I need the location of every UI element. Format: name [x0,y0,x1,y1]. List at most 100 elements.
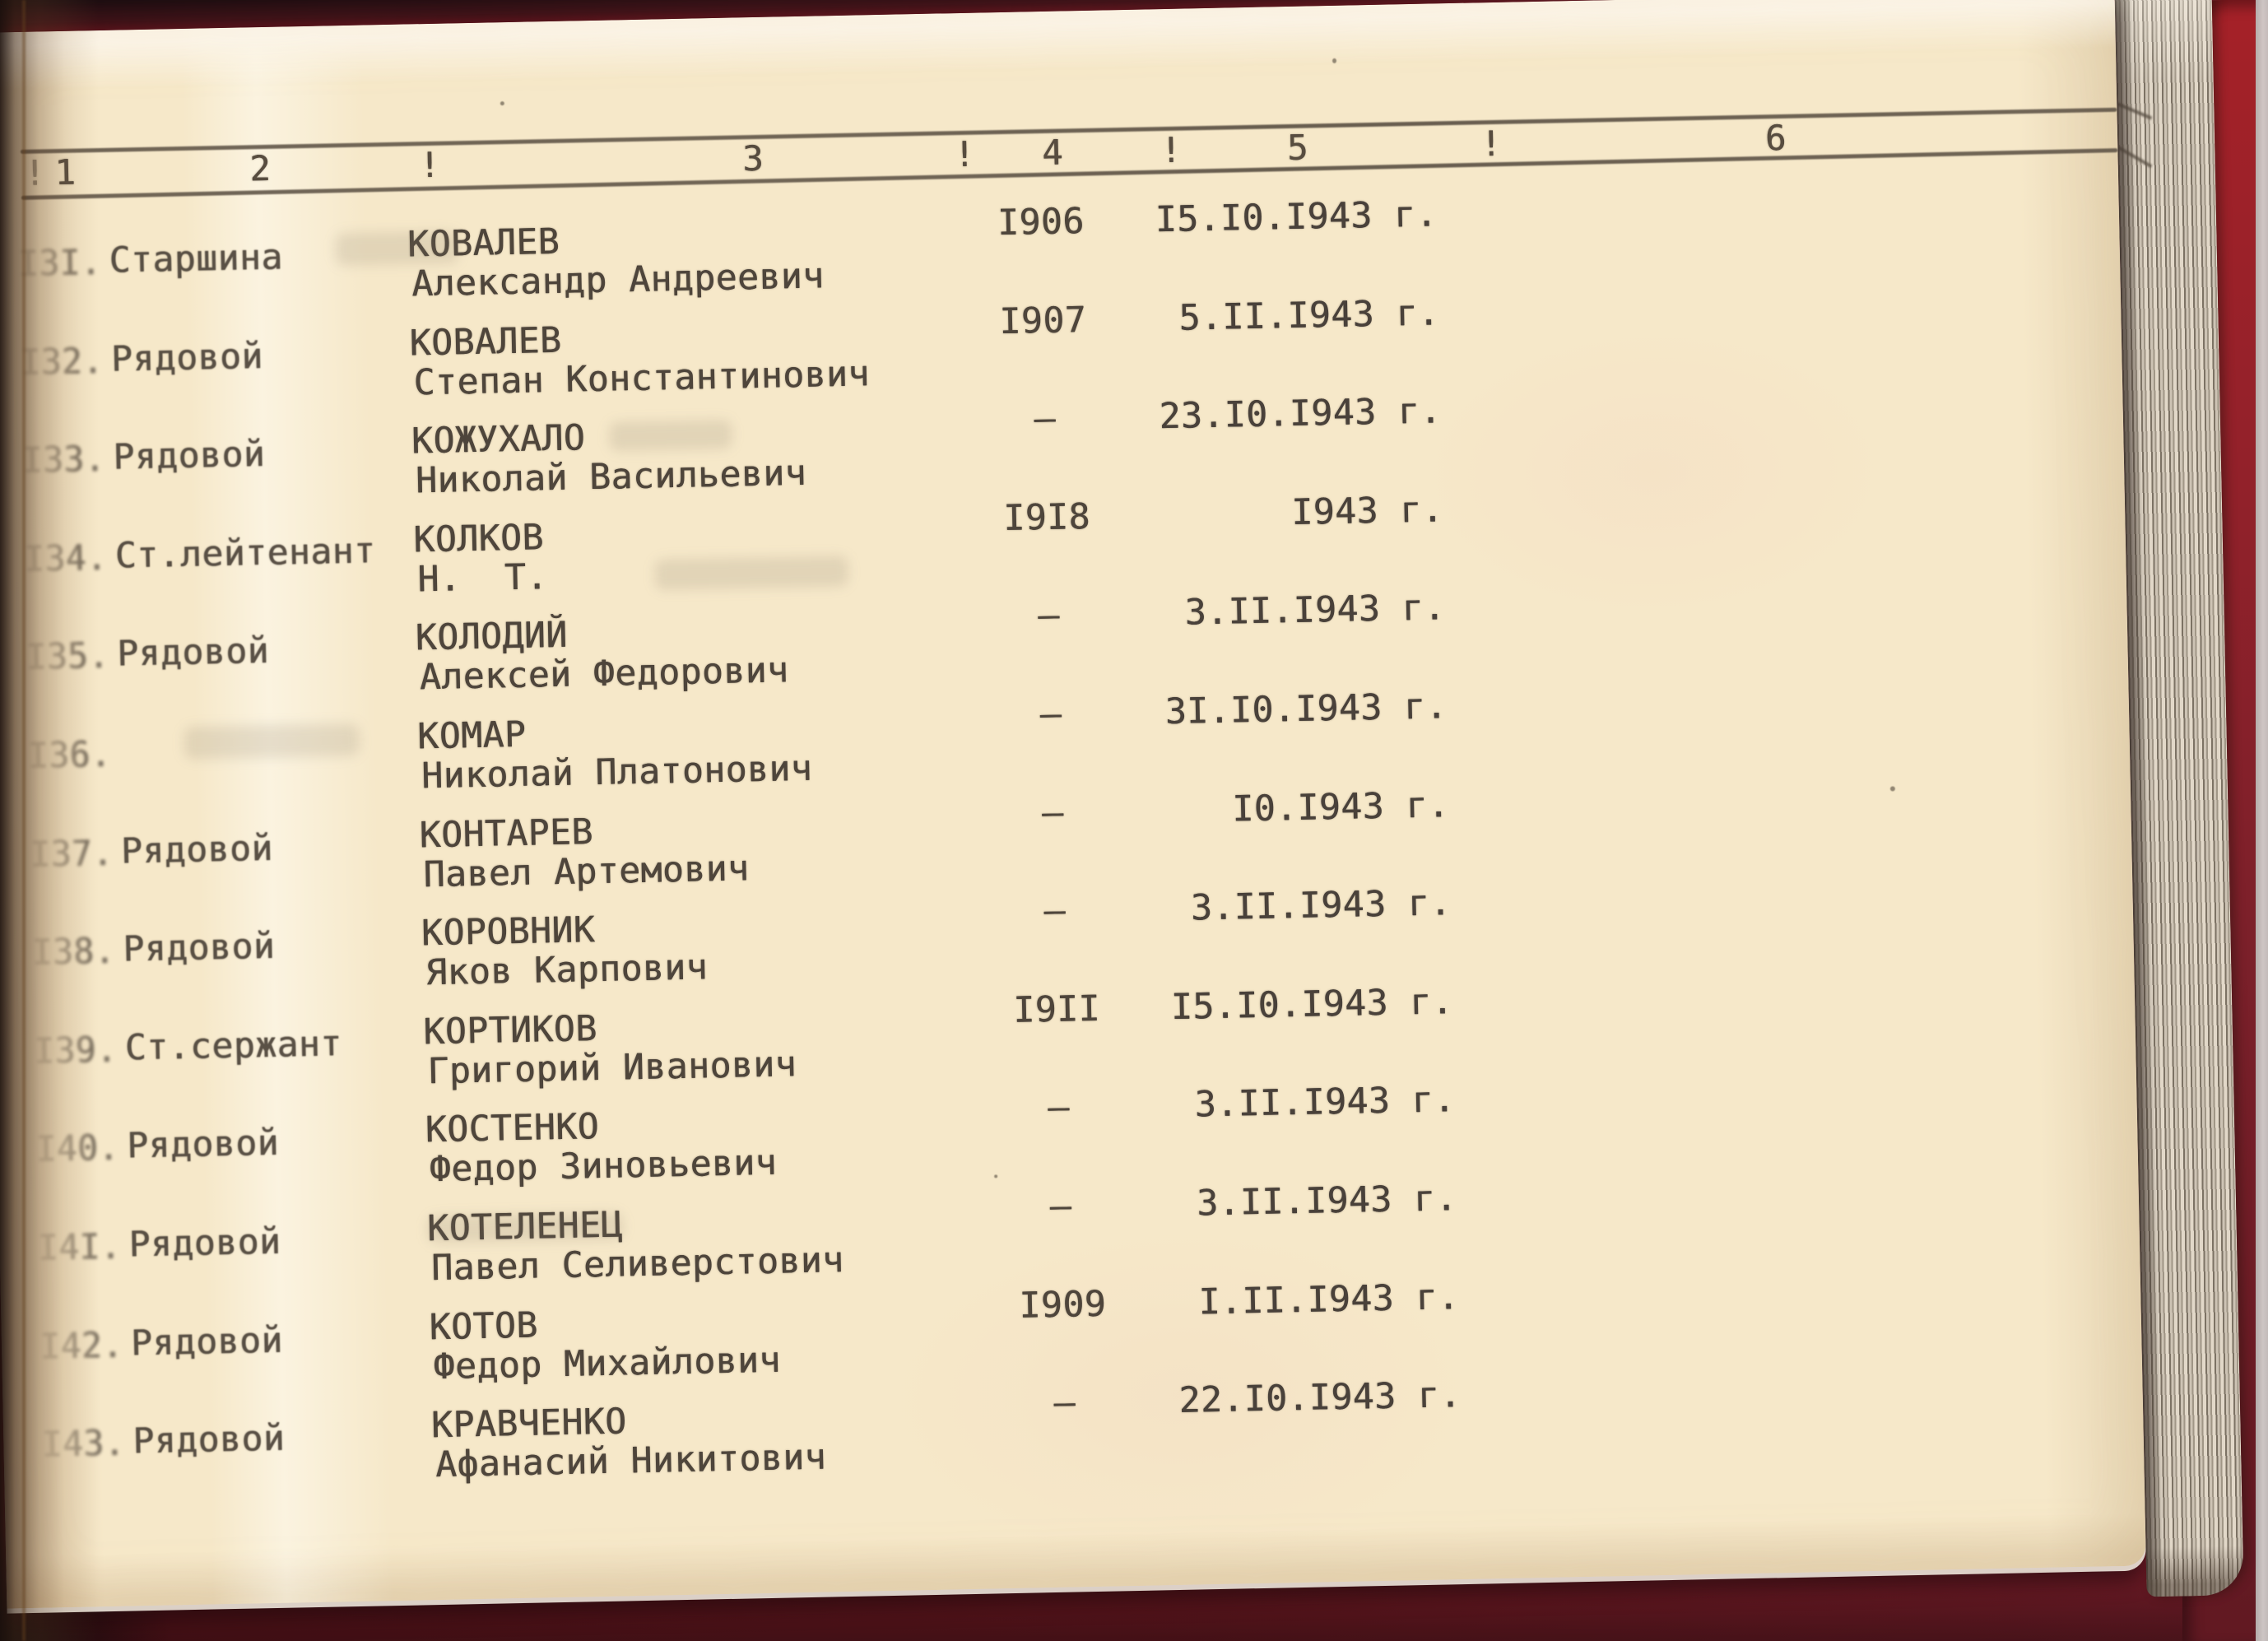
surname: КОНТАРЕВ [419,811,594,856]
rank-cell: Рядовой [128,1220,281,1266]
row-number: I37. [29,832,114,876]
rank-cell: Рядовой [130,1319,284,1364]
column-header: 5 [1286,127,1309,169]
row-number: I39. [33,1029,118,1072]
surname: КОВАЛЕВ [409,319,562,365]
rank-cell: Рядовой [112,434,266,478]
rank-cell: Рядовой [132,1417,286,1462]
rank-cell: Рядовой [116,630,270,676]
ink-ghost [426,1211,624,1244]
column-header: ! [418,144,441,186]
surname: КОСТЕНКО [425,1106,600,1151]
row-number: I34. [23,537,108,580]
given-name: Афанасий Никитович [435,1436,827,1486]
given-name: Григорий Иванович [426,1044,797,1093]
row-number: I4I. [37,1225,122,1269]
name-cell: КОВАЛЕВ Александр Андреевич [407,215,983,305]
row-number: I40. [35,1127,120,1171]
ink-ghost [654,555,849,591]
birth-year-cell: I9II [1012,988,1101,1031]
surname: КРАВЧЕНКО [430,1401,628,1447]
birth-year-cell: — [1041,792,1064,834]
rank-cell: Рядовой [126,1123,280,1167]
date-cell: 23.I0.I943 г. [1159,390,1443,438]
date-cell: 5.II.I943 г. [1178,291,1440,339]
given-name: Яков Карпович [425,946,709,994]
row-number: I42. [39,1324,123,1368]
ink-ghost [334,230,459,267]
date-cell: I.II.I943 г. [1198,1276,1460,1323]
surname: КОТОВ [429,1304,539,1348]
birth-year-cell: — [1053,1382,1076,1425]
ink-ghost [608,419,733,452]
surname: КОРТИКОВ [422,1007,598,1053]
paper-speck [1332,58,1337,63]
rank-cell: Ст.сержант [124,1023,343,1069]
birth-year-cell: — [1039,693,1062,736]
row-number: I43. [41,1422,126,1466]
given-name: Николай Васильевич [415,453,807,502]
given-name: Степан Константинович [413,352,871,403]
date-cell: I5.I0.I943 г. [1170,980,1454,1028]
row-number: I3I. [17,241,102,286]
column-header: 1 [53,151,77,193]
row-number: I32. [19,340,104,384]
given-name: Н. Т. [416,556,549,601]
birth-year-cell: I906 [997,201,1085,244]
date-cell: 3I.I0.I943 г. [1164,686,1448,733]
paper-speck [500,101,504,106]
column-header: 6 [1764,117,1787,159]
surname: КОЛОДИЙ [415,615,569,659]
date-cell: I943 г. [1290,489,1444,533]
surname: КОРОВНИК [421,909,596,955]
header-rule-top [20,107,2117,154]
rank-cell: Рядовой [122,926,276,970]
date-cell: 3.II.I943 г. [1184,587,1446,635]
row-number: I33. [21,439,106,482]
birth-year-cell: — [1033,397,1057,440]
row-number: I38. [31,931,116,974]
given-name: Федор Михайлович [433,1339,782,1388]
date-cell: I5.I0.I943 г. [1155,193,1438,241]
birth-year-cell: I909 [1019,1283,1107,1327]
given-name: Павел Артемович [423,847,750,895]
birth-year-cell: — [1047,1086,1071,1129]
birth-year-cell: I907 [999,299,1087,342]
column-header: ! [23,152,46,193]
rank-cell: Рядовой [120,827,274,872]
column-header: ! [1480,123,1503,165]
birth-year-cell: I9I8 [1002,495,1091,539]
given-name: Александр Андреевич [411,255,825,305]
column-header: ! [953,133,976,175]
date-cell: 22.I0.I943 г. [1178,1374,1462,1422]
date-cell: 3.II.I943 г. [1190,882,1452,929]
scanner-edge [2256,0,2268,1641]
given-name: Николай Платонович [421,747,813,797]
row-number: I35. [25,635,110,679]
birth-year-cell: — [1049,1185,1072,1228]
date-cell: I0.I943 г. [1231,783,1450,830]
row-number: I36. [27,733,112,777]
given-name: Павел Селиверстович [430,1239,845,1290]
rule-edge-mark [2114,101,2153,120]
date-cell: 3.II.I943 г. [1194,1079,1456,1126]
rule-edge-mark [2116,145,2153,169]
page-surface: ! 1 2! 3! 4! 5! 6 I3I. Старшина КОВАЛЕВ Алекса… [0,0,2146,1609]
rank-cell: Ст.лейтенант [114,530,376,577]
surname: КОЖУХАЛО [411,417,586,463]
header-rule-bottom [21,148,2118,200]
paper-speck [1889,786,1895,792]
column-header: ! [1160,129,1183,171]
surname: КОМАР [416,714,527,758]
ink-ghost [183,723,360,760]
date-cell: 3.II.I943 г. [1196,1178,1458,1225]
paper-speck [994,1174,998,1178]
birth-year-cell: — [1043,890,1067,932]
given-name: Алексей Федорович [419,649,789,699]
column-header: 2 [249,147,272,189]
rank-cell: Рядовой [110,335,264,380]
birth-year-cell: — [1037,595,1061,637]
given-name: Федор Зиновьевич [429,1142,778,1191]
